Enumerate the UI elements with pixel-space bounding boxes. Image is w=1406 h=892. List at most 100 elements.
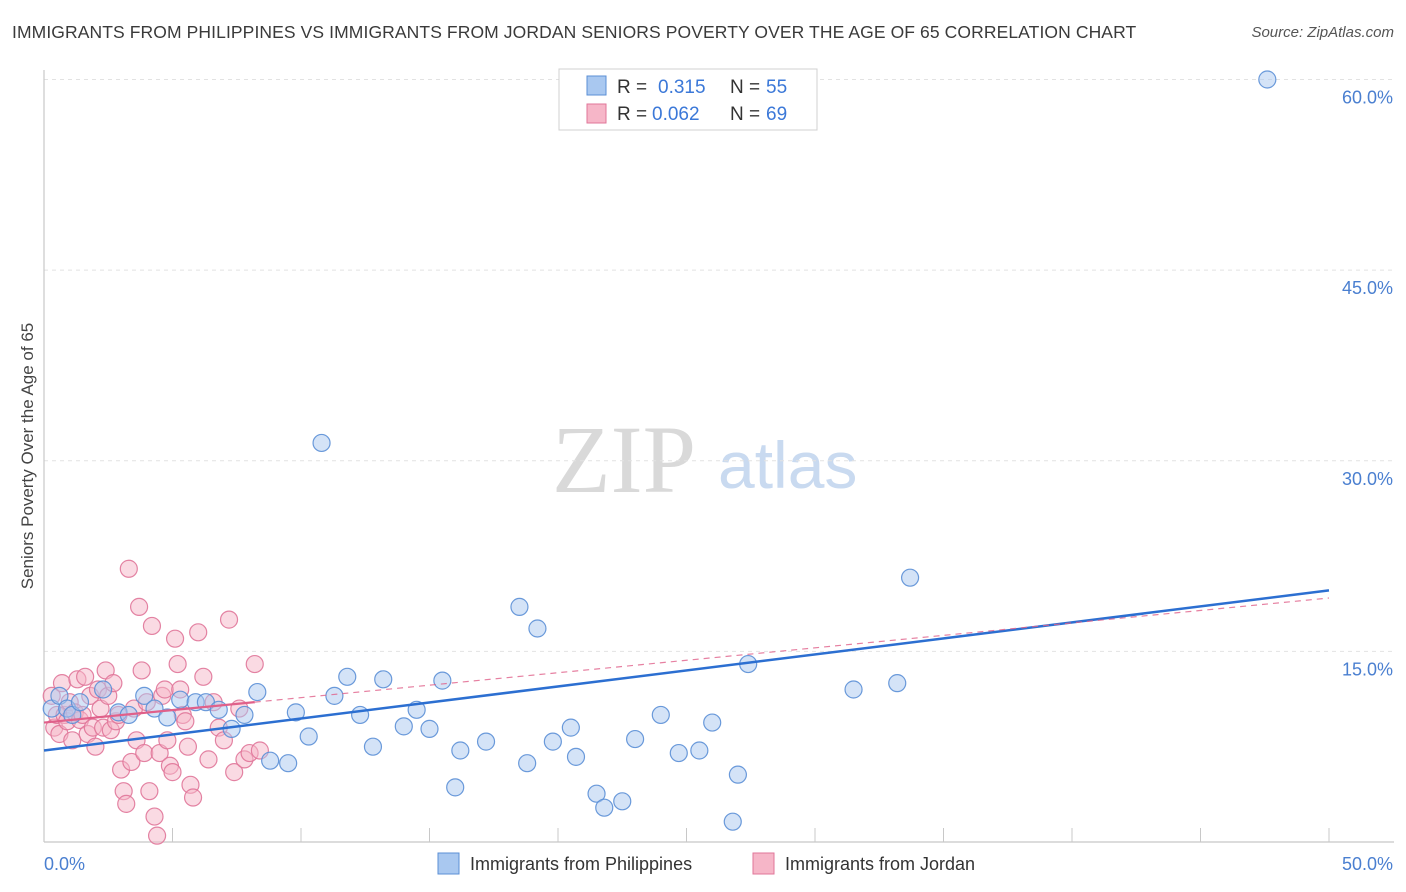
philippines-point-35 bbox=[510, 597, 529, 616]
jordan-point-44 bbox=[155, 680, 174, 699]
philippines-point-14 bbox=[209, 700, 228, 719]
philippines-point-41 bbox=[587, 784, 606, 803]
philippines-point-8 bbox=[135, 686, 154, 705]
jordan-point-67 bbox=[245, 654, 264, 674]
y-tick-label-15: 15.0% bbox=[1342, 659, 1393, 679]
legend-n-value-philippines: 55 bbox=[766, 77, 787, 98]
x-tick-label-min: 0.0% bbox=[44, 854, 85, 874]
series-jordan-points bbox=[42, 559, 269, 845]
philippines-point-43 bbox=[613, 792, 632, 811]
watermark-zip: ZIP bbox=[552, 406, 696, 513]
philippines-point-54 bbox=[900, 568, 920, 587]
jordan-point-34 bbox=[129, 597, 149, 616]
legend-r-value-jordan: 0.062 bbox=[652, 104, 700, 125]
legend-r-label-jordan: R = bbox=[617, 104, 647, 125]
philippines-point-33 bbox=[451, 741, 470, 760]
jordan-point-48 bbox=[165, 629, 185, 648]
jordan-point-58 bbox=[199, 750, 218, 769]
watermark: ZIP atlas bbox=[552, 406, 857, 513]
philippines-point-52 bbox=[844, 680, 863, 699]
legend: R = 0.315 N = 55 R = 0.062 N = 69 bbox=[558, 68, 818, 131]
philippines-point-17 bbox=[248, 682, 267, 702]
trend-line-jordan-solid bbox=[43, 701, 255, 724]
philippines-point-38 bbox=[543, 732, 562, 751]
legend-n-value-jordan: 69 bbox=[766, 104, 787, 125]
philippines-point-46 bbox=[669, 743, 688, 763]
legend-r-label-philippines: R = bbox=[617, 77, 647, 98]
x-ticks bbox=[172, 828, 1330, 842]
bottom-legend-swatch-philippines bbox=[437, 852, 460, 875]
philippines-point-30 bbox=[420, 719, 439, 738]
legend-swatch-jordan bbox=[586, 103, 607, 124]
jordan-point-47 bbox=[163, 763, 182, 782]
philippines-point-19 bbox=[279, 754, 298, 773]
philippines-point-24 bbox=[338, 667, 357, 686]
philippines-point-34 bbox=[476, 732, 496, 751]
philippines-point-5 bbox=[94, 680, 113, 699]
philippines-point-45 bbox=[651, 705, 670, 725]
philippines-point-26 bbox=[363, 737, 383, 756]
chart-title: IMMIGRANTS FROM PHILIPPINES VS IMMIGRANT… bbox=[12, 22, 1137, 42]
philippines-point-11 bbox=[171, 690, 190, 709]
jordan-point-39 bbox=[142, 616, 162, 636]
y-axis-label: Seniors Poverty Over the Age of 65 bbox=[18, 323, 37, 589]
jordan-point-49 bbox=[168, 654, 187, 674]
watermark-atlas: atlas bbox=[718, 428, 857, 502]
philippines-point-18 bbox=[261, 751, 280, 770]
legend-swatch-philippines bbox=[586, 75, 607, 96]
jordan-point-36 bbox=[135, 743, 154, 763]
jordan-point-17 bbox=[86, 737, 105, 756]
philippines-point-25 bbox=[351, 705, 370, 725]
jordan-point-63 bbox=[225, 763, 244, 782]
jordan-point-35 bbox=[132, 661, 151, 680]
jordan-point-29 bbox=[117, 794, 136, 813]
philippines-point-22 bbox=[312, 433, 331, 453]
philippines-point-40 bbox=[566, 747, 586, 766]
bottom-legend-swatch-jordan bbox=[752, 852, 775, 875]
philippines-point-47 bbox=[690, 741, 709, 760]
philippines-point-31 bbox=[433, 671, 452, 690]
philippines-point-32 bbox=[446, 778, 465, 797]
philippines-point-44 bbox=[625, 729, 645, 749]
philippines-point-37 bbox=[528, 619, 547, 638]
philippines-point-48 bbox=[703, 713, 722, 732]
philippines-point-28 bbox=[394, 717, 413, 736]
jordan-point-40 bbox=[145, 807, 164, 826]
philippines-point-55 bbox=[1258, 70, 1277, 89]
jordan-point-56 bbox=[189, 623, 208, 642]
y-tick-labels: 15.0% 30.0% 45.0% 60.0% bbox=[1342, 88, 1393, 680]
jordan-point-38 bbox=[140, 782, 159, 801]
jordan-point-8 bbox=[63, 731, 82, 750]
source-credit: Source: ZipAtlas.com bbox=[1251, 24, 1394, 41]
bottom-legend-label-jordan: Immigrants from Jordan bbox=[785, 854, 975, 874]
philippines-point-39 bbox=[561, 718, 580, 737]
philippines-point-20 bbox=[286, 703, 305, 722]
trend-line-philippines bbox=[43, 589, 1330, 752]
y-tick-label-45: 45.0% bbox=[1342, 278, 1393, 298]
philippines-point-50 bbox=[728, 765, 748, 784]
y-tick-label-60: 60.0% bbox=[1342, 88, 1393, 108]
x-tick-label-max: 50.0% bbox=[1342, 854, 1393, 874]
jordan-point-52 bbox=[176, 712, 195, 731]
bottom-legend: Immigrants from Philippines Immigrants f… bbox=[437, 852, 975, 875]
y-tick-label-30: 30.0% bbox=[1342, 469, 1393, 489]
jordan-point-62 bbox=[219, 610, 239, 629]
jordan-point-31 bbox=[122, 752, 141, 772]
philippines-point-49 bbox=[723, 812, 742, 831]
trend-line-jordan-dashed bbox=[254, 597, 1330, 703]
philippines-point-23 bbox=[325, 686, 344, 705]
legend-n-label-jordan: N = bbox=[730, 104, 760, 125]
jordan-point-13 bbox=[76, 667, 95, 686]
jordan-point-30 bbox=[119, 559, 138, 578]
bottom-legend-label-philippines: Immigrants from Philippines bbox=[470, 854, 692, 874]
jordan-point-41 bbox=[147, 826, 167, 845]
gridlines bbox=[44, 79, 1394, 652]
trend-lines bbox=[43, 589, 1330, 752]
jordan-point-53 bbox=[178, 737, 198, 756]
jordan-point-55 bbox=[183, 788, 203, 807]
philippines-point-36 bbox=[518, 754, 537, 773]
philippines-point-42 bbox=[595, 798, 614, 817]
jordan-point-57 bbox=[194, 667, 213, 686]
philippines-point-10 bbox=[158, 708, 177, 727]
